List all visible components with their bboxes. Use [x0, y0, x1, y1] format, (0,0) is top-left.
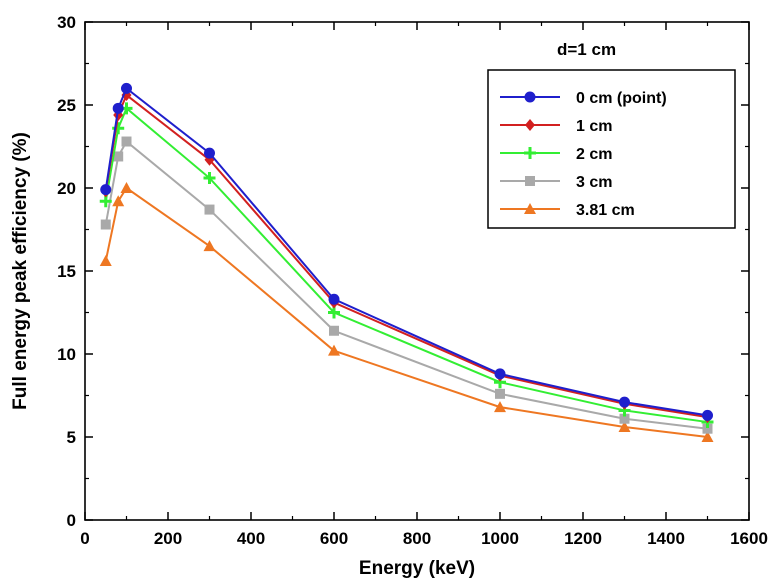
- data-point: [112, 195, 125, 207]
- y-tick-label: 25: [57, 96, 76, 115]
- data-point: [112, 102, 124, 114]
- data-point: [329, 325, 339, 336]
- x-tick-label: 1000: [481, 529, 519, 548]
- data-point: [702, 409, 713, 421]
- data-point: [701, 431, 714, 442]
- x-tick-label: 800: [403, 529, 431, 548]
- data-point: [203, 240, 216, 252]
- data-point: [328, 344, 340, 356]
- legend-label: 3 cm: [576, 174, 612, 191]
- x-tick-label: 1600: [730, 529, 768, 548]
- data-point: [204, 147, 215, 159]
- y-tick-label: 0: [67, 511, 76, 530]
- x-tick-label: 200: [154, 529, 182, 548]
- data-point: [494, 401, 506, 413]
- legend-entry: 3 cm: [500, 174, 612, 191]
- legend-entry: 0 cm (point): [500, 90, 667, 107]
- y-tick-label: 15: [57, 262, 76, 281]
- legend-marker: [525, 119, 535, 131]
- x-axis-title: Energy (keV): [359, 558, 475, 578]
- data-point: [328, 293, 340, 305]
- legend-marker: [524, 147, 536, 159]
- x-tick-label: 600: [320, 529, 348, 548]
- legend-entry: 1 cm: [500, 118, 612, 135]
- data-point: [495, 388, 505, 399]
- legend-marker: [525, 176, 535, 186]
- data-point: [619, 413, 630, 424]
- data-point: [204, 204, 215, 215]
- x-tick-label: 1200: [564, 529, 602, 548]
- data-point: [121, 82, 132, 94]
- series-layer: [99, 82, 714, 442]
- data-point: [618, 421, 631, 433]
- legend-entry: 3.81 cm: [500, 202, 635, 219]
- y-tick-label: 10: [57, 345, 76, 364]
- data-point: [100, 219, 111, 230]
- x-tick-label: 400: [237, 529, 265, 548]
- legend-label: 1 cm: [576, 118, 612, 135]
- axis-tick-labels: 0 200 400 600 800 1000 1200 1400 1600 0 5 10 15 20 25 3…: [57, 13, 768, 548]
- legend-label: 0 cm (point): [576, 90, 667, 107]
- data-point: [121, 136, 132, 147]
- data-point: [120, 182, 133, 193]
- series-2-cm: [99, 102, 714, 429]
- axis-ticks: [84, 21, 750, 521]
- data-point: [100, 184, 112, 196]
- series-3-81-cm: [99, 182, 714, 442]
- x-tick-label: 0: [80, 529, 89, 548]
- y-axis-title: Full energy peak efficiency (%): [10, 132, 31, 410]
- legend-marker: [524, 91, 536, 103]
- data-point: [494, 368, 506, 380]
- data-point: [113, 151, 124, 162]
- legend-label: 3.81 cm: [576, 202, 635, 219]
- y-tick-label: 30: [57, 13, 76, 32]
- x-tick-label: 1400: [647, 529, 685, 548]
- data-point: [702, 423, 713, 434]
- legend-entry: 2 cm: [500, 146, 612, 163]
- data-point: [619, 396, 630, 408]
- series-0-cm-point-: [100, 82, 713, 421]
- chart-annotation: d=1 cm: [557, 40, 616, 59]
- legend-marker: [524, 203, 536, 214]
- y-tick-label: 20: [57, 179, 76, 198]
- legend: 0 cm (point) 1 cm 2 cm 3 cm 3.81 cm: [487, 69, 736, 229]
- data-point: [203, 172, 216, 185]
- data-point: [99, 255, 112, 267]
- series-3-cm: [100, 136, 713, 434]
- y-tick-label: 5: [67, 428, 76, 447]
- legend-label: 2 cm: [576, 146, 612, 163]
